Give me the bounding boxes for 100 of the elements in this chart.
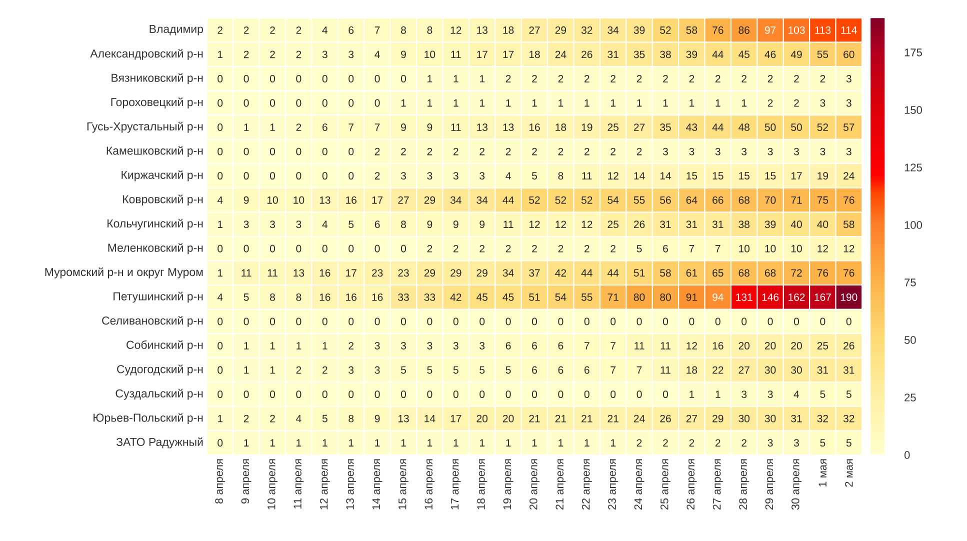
data-label: 12: [818, 244, 828, 252]
data-label: 4: [374, 50, 380, 58]
data-label: 2: [244, 50, 249, 58]
data-label: 71: [791, 196, 802, 204]
data-label: 0: [270, 99, 276, 107]
data-label: 29: [424, 269, 436, 277]
data-label: 0: [846, 318, 852, 326]
data-label: 5: [506, 366, 511, 374]
data-label: 16: [320, 293, 330, 301]
data-label: 38: [660, 50, 671, 58]
data-label: 12: [582, 220, 592, 228]
x-tick-label: 10 апреля: [268, 459, 278, 510]
x-tick-label: 20 апреля: [530, 459, 540, 510]
data-label: 4: [794, 390, 800, 398]
data-label: 1: [218, 269, 223, 277]
color-bar-label: 175: [904, 48, 922, 56]
data-label: 48: [738, 124, 750, 131]
data-label: 11: [268, 269, 278, 277]
data-label: 0: [270, 244, 276, 252]
data-label: 27: [398, 196, 409, 204]
data-label: 21: [582, 414, 592, 422]
data-label: 6: [374, 220, 380, 228]
data-label: 2: [322, 366, 328, 374]
data-label: 52: [817, 124, 828, 131]
color-bar-label: 150: [904, 106, 922, 114]
data-label: 8: [296, 293, 302, 301]
data-label: 3: [427, 172, 432, 180]
data-label: 3: [846, 148, 852, 156]
data-label: 20: [791, 342, 802, 350]
data-label: 45: [502, 294, 514, 301]
data-label: 2: [636, 439, 642, 447]
data-label: 0: [348, 99, 354, 107]
data-label: 65: [712, 269, 724, 277]
data-label: 8: [401, 220, 406, 228]
data-label: 2: [610, 244, 616, 252]
data-label: 3: [270, 220, 275, 228]
data-label: 55: [817, 50, 828, 58]
data-label: 0: [296, 148, 302, 156]
data-label: 12: [529, 220, 540, 228]
data-label: 1: [610, 99, 616, 107]
data-label: 0: [662, 390, 668, 398]
data-label: 0: [794, 318, 799, 326]
data-label: 55: [581, 294, 592, 301]
data-label: 97: [764, 26, 776, 34]
data-label: 0: [218, 390, 223, 398]
data-label: 18: [529, 50, 540, 58]
data-label: 34: [608, 26, 619, 34]
data-label: 0: [218, 342, 223, 350]
data-label: 6: [558, 366, 564, 374]
data-label: 39: [634, 26, 645, 34]
data-label: 0: [296, 74, 302, 82]
data-label: 0: [584, 318, 590, 326]
data-label: 3: [846, 74, 852, 82]
data-label: 1: [244, 366, 249, 374]
data-label: 162: [788, 293, 805, 301]
x-tick-label: 2 мая: [845, 459, 853, 487]
data-label: 0: [400, 390, 406, 398]
data-label: 1: [506, 439, 511, 446]
data-label: 24: [634, 414, 645, 422]
data-label: 0: [506, 390, 511, 398]
x-tick-label: 19 апреля: [503, 459, 514, 510]
x-tick-label: 23 апреля: [608, 459, 618, 510]
data-label: 0: [244, 148, 249, 156]
data-label: 60: [844, 50, 854, 58]
data-label: 190: [840, 293, 858, 301]
data-label: 20: [738, 342, 750, 350]
data-label: 1: [558, 439, 564, 446]
data-label: 12: [608, 172, 618, 180]
data-label: 3: [820, 99, 826, 107]
data-label: 2: [742, 75, 746, 82]
data-label: 80: [660, 293, 671, 301]
data-label: 6: [532, 366, 537, 374]
data-label: 10: [424, 50, 436, 58]
data-label: 7: [584, 342, 590, 350]
data-label: 0: [374, 390, 380, 398]
data-label: 32: [581, 26, 592, 34]
data-label: 2: [270, 26, 275, 34]
data-label: 11: [451, 124, 461, 131]
data-label: 0: [270, 148, 276, 156]
data-label: 1: [428, 75, 432, 82]
data-label: 58: [686, 26, 698, 34]
data-label: 56: [660, 196, 671, 204]
data-label: 0: [610, 390, 616, 398]
x-tick-label: 17 апреля: [450, 459, 461, 510]
data-label: 2: [506, 244, 511, 252]
x-tick-label: 18 апреля: [477, 459, 488, 510]
data-label: 12: [686, 342, 697, 350]
data-label: 58: [843, 220, 854, 228]
data-label: 31: [660, 220, 671, 228]
data-label: 27: [686, 414, 697, 422]
data-label: 8: [348, 414, 354, 422]
data-label: 3: [348, 50, 354, 58]
data-label: 13: [477, 124, 488, 131]
data-label: 0: [244, 390, 249, 398]
x-tick-label: 27 апреля: [712, 459, 723, 510]
data-label: 30: [738, 414, 750, 422]
data-label: 10: [294, 196, 304, 204]
data-label: 0: [374, 99, 380, 107]
data-label: 0: [348, 318, 354, 326]
data-label: 27: [529, 26, 540, 34]
